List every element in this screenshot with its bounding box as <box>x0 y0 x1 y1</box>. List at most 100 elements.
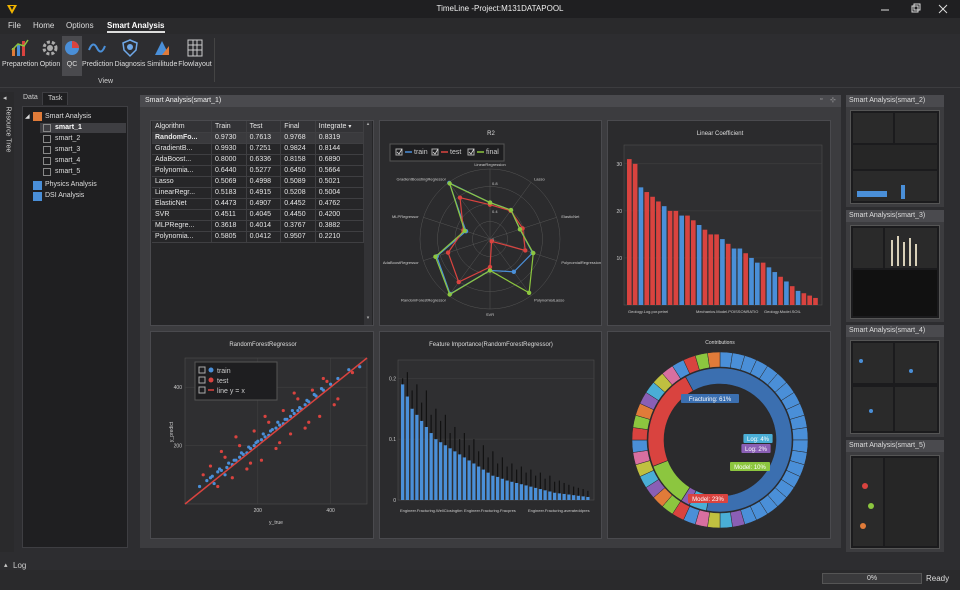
menu-home[interactable]: Home <box>33 21 55 30</box>
chart-title: Contributions <box>705 340 735 346</box>
radar-point <box>523 248 528 253</box>
table-row[interactable]: GradientB... 0.9930 0.7251 0.9824 0.8144 <box>152 143 365 155</box>
score-cell: 0.6890 <box>315 154 365 166</box>
log-label[interactable]: Log <box>13 561 27 570</box>
resource-tree-strip[interactable]: ◂ Resource Tree <box>0 92 14 552</box>
legend-box <box>194 361 278 401</box>
coefficient-bar <box>632 163 638 305</box>
smart-2-preview-panel[interactable]: Smart Analysis(smart_2) <box>846 95 944 207</box>
test-point <box>259 458 264 462</box>
flowlayout-button[interactable]: Flowlayout <box>178 36 212 68</box>
panel-restore-icon[interactable]: ▫ <box>820 96 823 103</box>
header-final[interactable]: Final <box>280 121 316 133</box>
header-algorithm[interactable]: Algorithm <box>152 121 212 133</box>
header-train[interactable]: Train <box>211 121 247 133</box>
table-row[interactable]: LinearRegr... 0.5183 0.4915 0.5208 0.5004 <box>152 187 365 199</box>
metrics-table: Algorithm Train Test Final Integrate ▾ R… <box>152 121 365 243</box>
similitude-button[interactable]: Similitude <box>147 36 177 68</box>
status-text: Ready <box>926 574 950 583</box>
test-point <box>288 432 293 436</box>
qc-button[interactable]: QC <box>62 36 82 76</box>
smart-4-thumbnail[interactable] <box>850 340 940 434</box>
tab-data[interactable]: Data <box>23 94 38 101</box>
table-row[interactable]: RandomFo... 0.9730 0.7613 0.9768 0.8319 <box>152 132 365 144</box>
smart-3-thumbnail[interactable] <box>850 225 940 319</box>
algorithm-cell: LinearRegr... <box>152 187 212 199</box>
tree-node-smart-analysis[interactable]: Smart Analysis <box>45 113 92 120</box>
donut-label-box <box>688 494 728 503</box>
score-cell: 0.5208 <box>280 187 316 199</box>
score-cell: 0.8158 <box>280 154 316 166</box>
test-point <box>310 388 314 392</box>
smart-2-thumbnail[interactable] <box>850 110 940 204</box>
diagnosis-button[interactable]: Diagnosis <box>114 36 146 68</box>
importance-bar <box>500 478 504 500</box>
table-row[interactable]: Lasso 0.5069 0.4998 0.5089 0.5021 <box>152 176 365 188</box>
table-scrollbar[interactable]: ▴ ▾ <box>364 121 372 325</box>
test-point <box>219 449 223 454</box>
maximize-button[interactable] <box>908 2 922 16</box>
tree-node-physics-analysis[interactable]: Physics Analysis <box>45 181 97 188</box>
panel-pin-icon[interactable]: ⊹ <box>830 97 836 104</box>
similitude-label: Similitude <box>147 61 178 68</box>
smart-4-preview-panel[interactable]: Smart Analysis(smart_4) <box>846 325 944 437</box>
minimize-button[interactable] <box>878 2 892 16</box>
train-point <box>227 461 231 465</box>
sort-desc-icon[interactable]: ▾ <box>348 123 352 130</box>
radar-point <box>517 227 523 232</box>
score-cell: 0.2210 <box>315 231 365 243</box>
coefficient-bar <box>749 257 754 305</box>
test-point <box>248 461 253 465</box>
donut-inner-segment <box>647 376 694 467</box>
collapse-arrow-icon[interactable]: ◂ <box>3 95 7 102</box>
tree-node-smart-3[interactable]: smart_3 <box>55 146 81 153</box>
tree-node-smart-1-selected[interactable] <box>40 123 126 133</box>
table-row[interactable]: MLPRegre... 0.3618 0.4014 0.3767 0.3882 <box>152 220 365 232</box>
y-tick-label: 0 <box>393 498 396 504</box>
preparation-button[interactable]: Preparetion <box>2 36 38 68</box>
smart-5-preview-panel[interactable]: Smart Analysis(smart_5) <box>846 440 944 552</box>
table-row[interactable]: Polynomia... 0.5805 0.0412 0.9507 0.2210 <box>152 231 365 243</box>
test-point <box>292 391 296 395</box>
tab-task[interactable]: Task <box>42 92 69 105</box>
train-point <box>305 398 309 402</box>
score-cell: 0.9824 <box>280 143 316 155</box>
menu-file[interactable]: File <box>8 21 21 30</box>
header-integrate[interactable]: Integrate ▾ <box>315 121 365 133</box>
table-row[interactable]: Polynomia... 0.6440 0.5277 0.6450 0.5664 <box>152 165 365 177</box>
table-row[interactable]: SVR 0.4511 0.4045 0.4450 0.4200 <box>152 209 365 221</box>
coefficient-bar <box>766 267 772 305</box>
menu-smart-analysis[interactable]: Smart Analysis <box>107 21 165 33</box>
smart-5-thumbnail[interactable] <box>850 455 940 549</box>
smart-3-preview-panel[interactable]: Smart Analysis(smart_3) <box>846 210 944 322</box>
tree-node-smart-5[interactable]: smart_5 <box>55 168 81 175</box>
tree-node-icon <box>43 135 51 143</box>
scroll-down-arrow[interactable]: ▾ <box>366 315 370 321</box>
resource-tree-label: Resource Tree <box>4 106 12 153</box>
importance-bar <box>553 492 557 500</box>
menu-options[interactable]: Options <box>66 21 94 30</box>
close-button[interactable] <box>936 2 950 16</box>
tree-node-dsi-analysis[interactable]: DSI Analysis <box>45 192 85 199</box>
coefficient-bar <box>661 206 667 305</box>
importance-bar <box>401 384 405 500</box>
train-point <box>208 476 213 480</box>
option-button[interactable]: Option <box>39 36 61 68</box>
tree-node-smart-2[interactable]: smart_2 <box>55 135 81 142</box>
prediction-button[interactable]: Prediction <box>82 36 113 68</box>
coefficient-bar <box>650 196 655 305</box>
importance-bar <box>505 480 509 500</box>
coefficient-bar <box>737 248 743 305</box>
header-test[interactable]: Test <box>246 121 282 133</box>
tree-expand-icon[interactable]: ◢ <box>25 114 30 120</box>
train-point <box>288 414 293 418</box>
table-row[interactable]: AdaBoost... 0.8000 0.6336 0.8158 0.6890 <box>152 154 365 166</box>
tree-node-smart-4[interactable]: smart_4 <box>55 157 81 164</box>
score-cell: 0.4907 <box>246 198 282 210</box>
score-cell: 0.3618 <box>211 220 247 232</box>
radar-axis-label: SVR <box>486 312 494 317</box>
scroll-up-arrow[interactable]: ▴ <box>366 121 370 127</box>
table-row[interactable]: ElasticNet 0.4473 0.4907 0.4452 0.4762 <box>152 198 365 210</box>
log-expand-icon[interactable]: ▴ <box>4 562 8 569</box>
tree-node-smart-1[interactable]: smart_1 <box>55 124 82 131</box>
